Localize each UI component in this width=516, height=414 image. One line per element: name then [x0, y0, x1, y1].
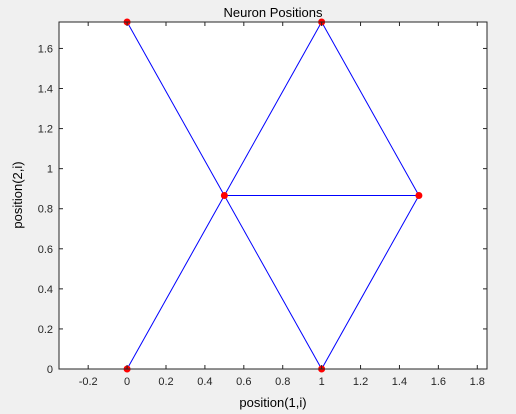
neuron-link-1	[126, 195, 225, 370]
x-tick-label: -0.2	[79, 376, 98, 388]
x-tick-label: 0.2	[158, 376, 173, 388]
axes-box	[58, 21, 488, 370]
y-tick-label: 0.8	[38, 204, 53, 216]
x-axis-ticks: -0.2 0 0.2 0.4 0.6 0.8 1 1.2 1.4 1.6 1.8	[79, 22, 485, 388]
y-tick-label: 0.6	[38, 244, 53, 256]
x-tick-label: 0.4	[197, 376, 212, 388]
x-tick-label: 0.6	[236, 376, 251, 388]
x-axis-label: position(1,i)	[239, 395, 306, 410]
chart-title: Neuron Positions	[224, 5, 323, 20]
y-tick-label: 0.2	[38, 324, 53, 336]
y-axis-ticks: 0 0.2 0.4 0.6 0.8 1 1.2 1.4 1.6	[38, 43, 487, 376]
x-tick-label: 1	[319, 376, 325, 388]
y-tick-label: 1.4	[38, 84, 53, 96]
x-tick-label: 1.4	[392, 376, 407, 388]
x-tick-label: 1.2	[353, 376, 368, 388]
y-tick-label: 1	[47, 164, 53, 176]
y-tick-label: 1.6	[38, 43, 53, 55]
neuron-link-3	[321, 195, 420, 370]
x-tick-label: 1.8	[470, 376, 485, 388]
neuron-link-7	[321, 21, 420, 196]
neuron-link-5	[126, 21, 225, 196]
x-tick-label: 0.8	[275, 376, 290, 388]
y-axis-label: position(2,i)	[10, 161, 25, 228]
neuron-link-2	[223, 195, 323, 370]
neuron-link-6	[223, 21, 323, 196]
x-tick-label: 0	[124, 376, 130, 388]
neuron-point-2	[220, 192, 228, 199]
x-tick-label: 1.6	[431, 376, 446, 388]
neuron-point-3	[415, 192, 423, 199]
y-tick-label: 1.2	[38, 124, 53, 136]
y-tick-label: 0	[47, 364, 53, 376]
y-tick-label: 0.4	[38, 284, 53, 296]
